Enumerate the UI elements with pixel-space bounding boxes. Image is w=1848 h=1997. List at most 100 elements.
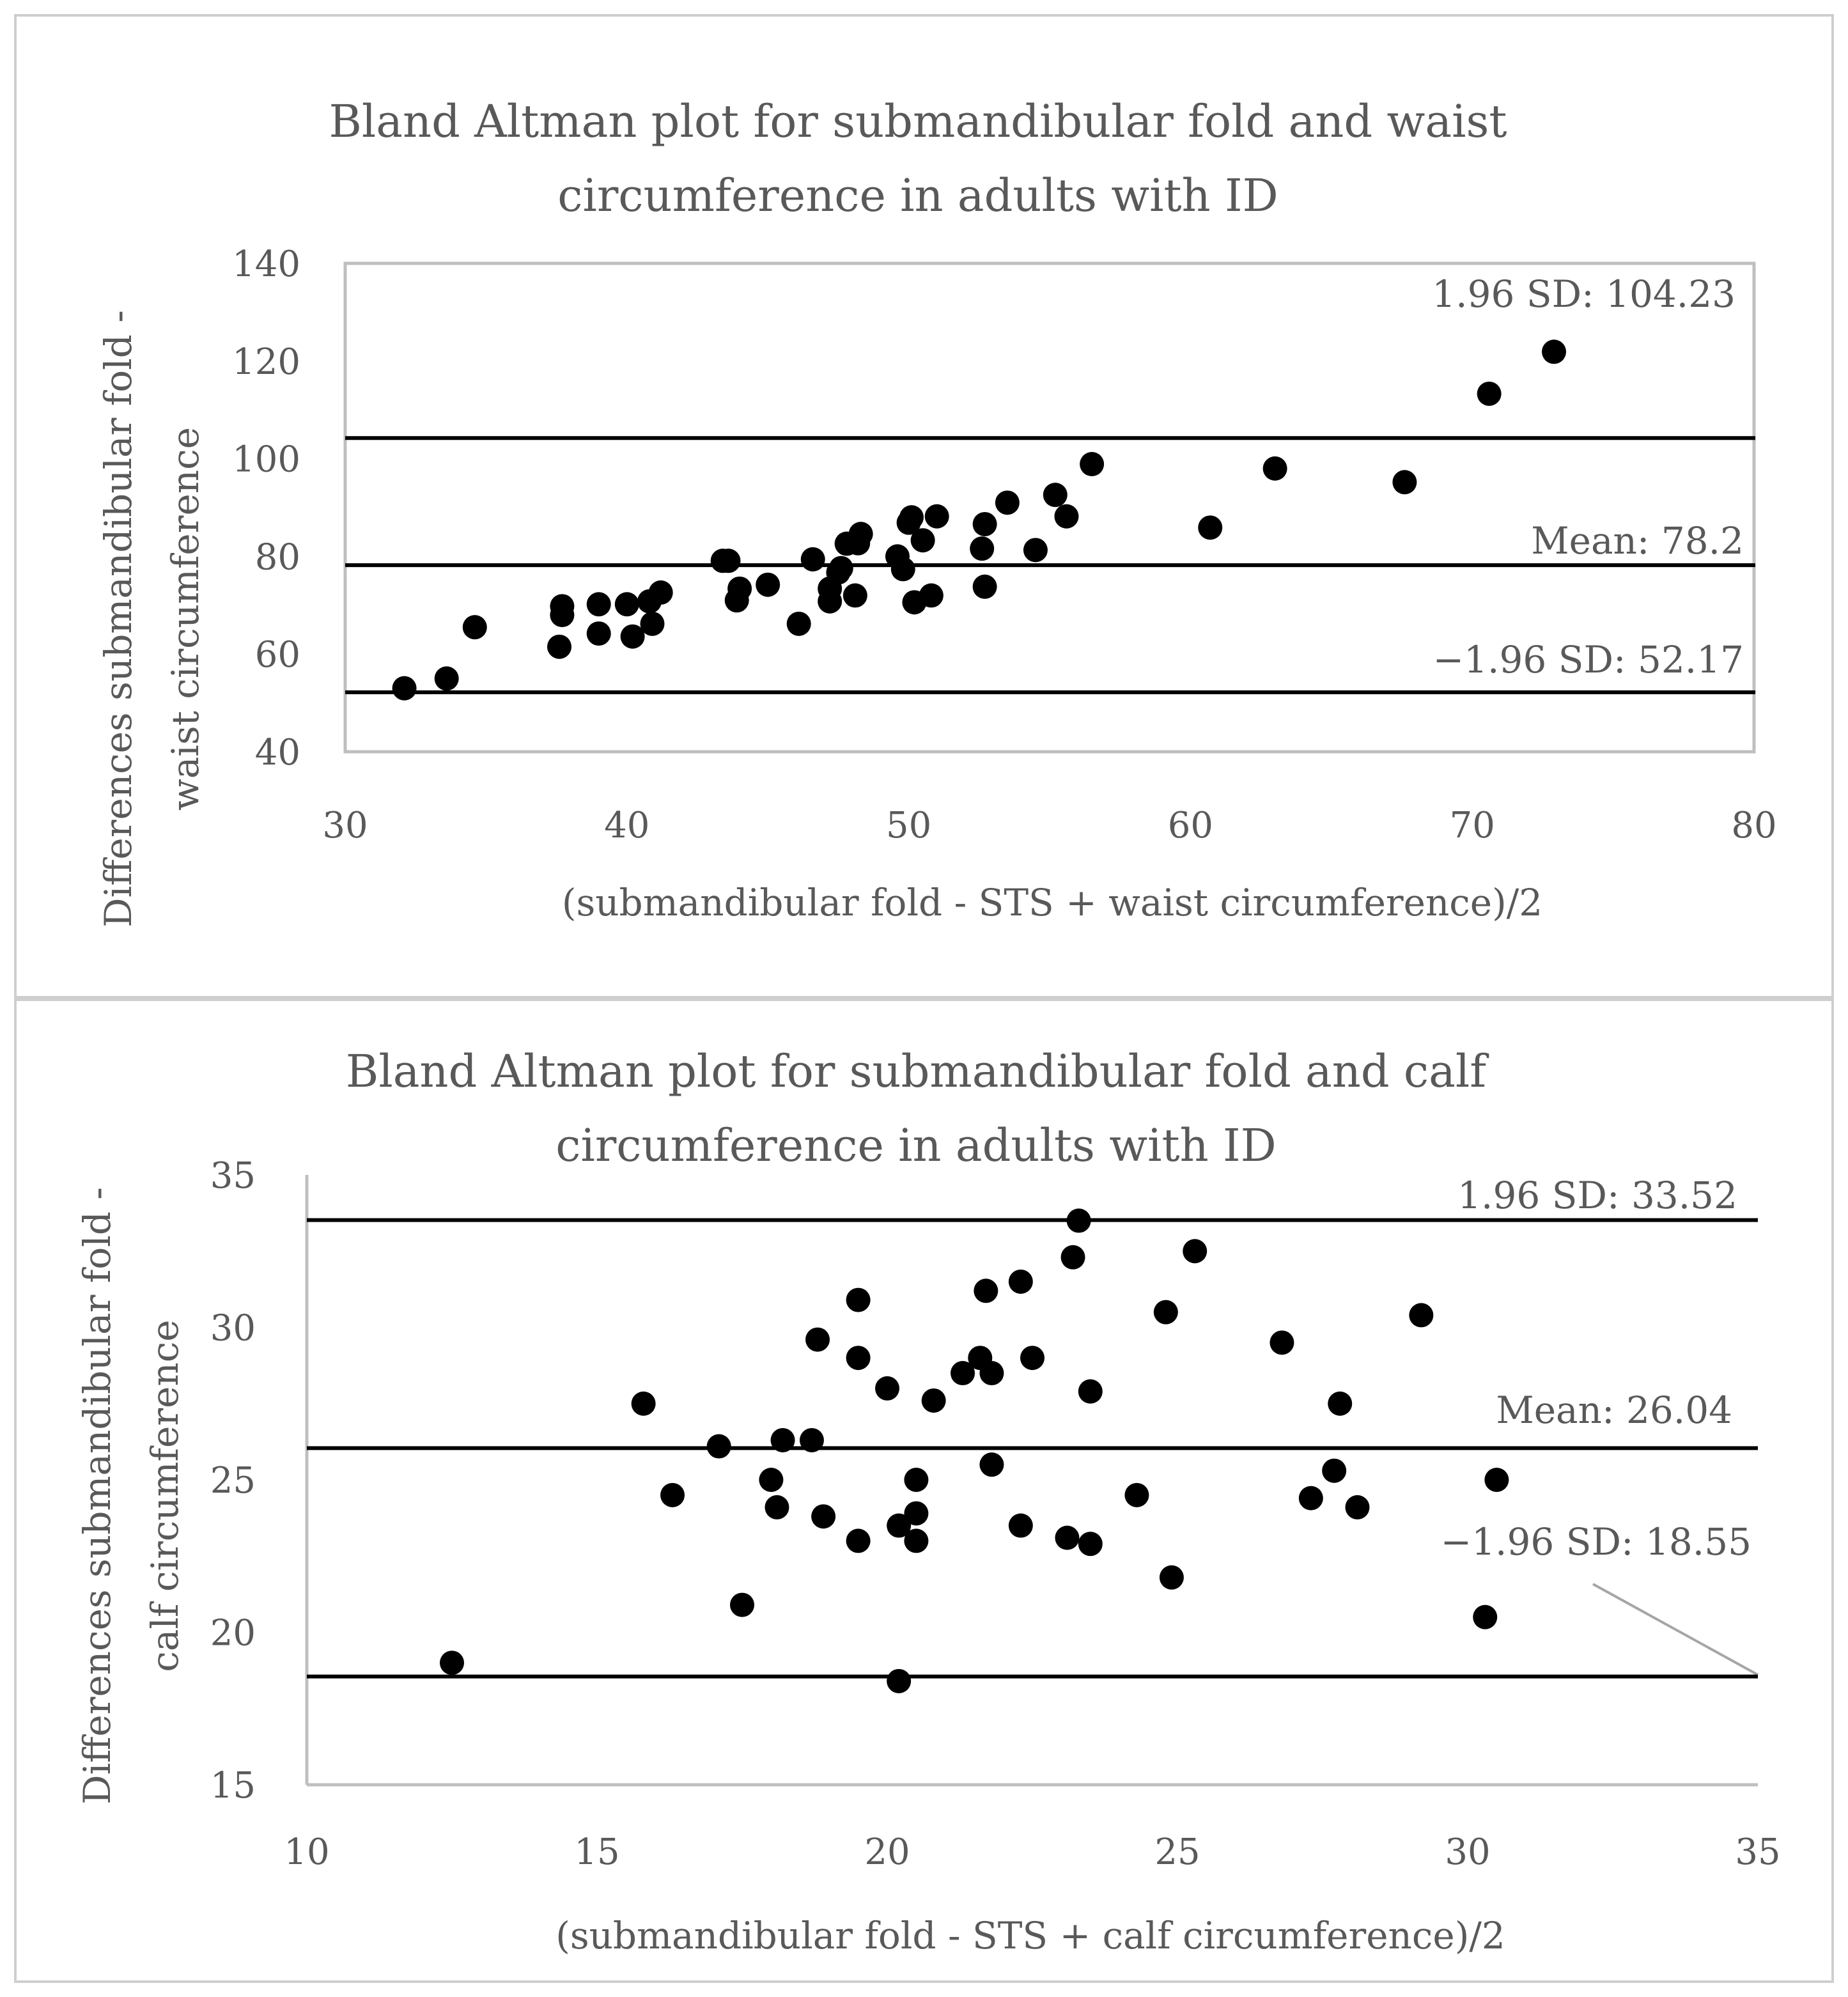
x-tick-label: 60 xyxy=(1168,805,1213,846)
data-point xyxy=(462,615,487,640)
data-point xyxy=(1409,1303,1434,1328)
data-point xyxy=(924,504,949,529)
data-point xyxy=(972,574,997,599)
plot-area-frame xyxy=(343,261,1756,754)
data-point xyxy=(770,1427,795,1452)
chart-title-line-1: Bland Altman plot for submandibular fold… xyxy=(346,1045,1489,1098)
data-point xyxy=(1078,1532,1103,1557)
lower-limit-label-leader xyxy=(1592,1583,1759,1676)
data-point xyxy=(1477,381,1502,406)
data-point xyxy=(1392,470,1417,495)
data-point xyxy=(786,611,811,636)
data-point xyxy=(846,1346,871,1371)
y-tick-label: 20 xyxy=(210,1613,256,1654)
data-point xyxy=(1262,456,1287,481)
y-axis-title-line-2: calf circumference xyxy=(143,1319,187,1672)
data-point xyxy=(875,1376,899,1401)
data-point xyxy=(1473,1605,1498,1629)
x-tick-label: 80 xyxy=(1731,805,1776,846)
data-point xyxy=(811,1504,836,1529)
data-point xyxy=(1345,1495,1370,1519)
data-point xyxy=(1270,1330,1294,1355)
data-point xyxy=(910,528,935,553)
chart-title-line-2: circumference in adults with ID xyxy=(557,169,1278,222)
y-axis-title-line-1: Differences submandibular fold - xyxy=(97,310,140,928)
data-point xyxy=(586,621,611,646)
y-tick-label: 30 xyxy=(210,1308,256,1349)
data-point xyxy=(631,1391,656,1416)
data-point xyxy=(842,583,867,608)
data-point xyxy=(1159,1565,1184,1590)
data-point xyxy=(1322,1458,1347,1483)
data-point xyxy=(1008,1269,1033,1294)
data-point xyxy=(899,505,924,530)
x-tick-label: 35 xyxy=(1735,1831,1780,1873)
data-point xyxy=(1078,1379,1103,1404)
lower-limit-label: −1.96 SD: 18.55 xyxy=(1441,1520,1751,1564)
data-point xyxy=(1328,1391,1353,1416)
data-point xyxy=(846,1287,871,1312)
data-point xyxy=(887,1668,912,1693)
chart-panel-calf xyxy=(14,998,1834,1983)
data-point xyxy=(887,1513,912,1538)
x-tick-label: 50 xyxy=(886,805,931,846)
y-tick-label: 120 xyxy=(232,341,300,383)
y-tick-label: 80 xyxy=(255,536,300,578)
x-tick-label: 25 xyxy=(1154,1831,1200,1873)
data-point xyxy=(440,1651,464,1675)
data-point xyxy=(620,624,645,649)
data-point xyxy=(1198,515,1223,540)
data-point xyxy=(890,557,915,582)
data-point xyxy=(1080,452,1105,477)
data-point xyxy=(550,594,575,619)
data-point xyxy=(614,592,639,617)
x-tick-label: 15 xyxy=(574,1831,619,1873)
data-point xyxy=(995,490,1020,515)
chart-title-line-1: Bland Altman plot for submandibular fold… xyxy=(329,95,1507,148)
data-point xyxy=(800,547,825,571)
x-tick-label: 40 xyxy=(604,805,649,846)
data-point xyxy=(434,666,459,691)
data-point xyxy=(1054,504,1079,529)
data-point xyxy=(648,580,673,605)
data-point xyxy=(970,536,995,561)
data-point xyxy=(805,1327,830,1352)
mean-label: Mean: 78.2 xyxy=(1531,519,1744,563)
data-point xyxy=(799,1427,824,1452)
data-point xyxy=(640,611,665,636)
data-point xyxy=(904,1528,929,1553)
data-point xyxy=(1298,1486,1323,1511)
data-point xyxy=(1020,1346,1044,1371)
data-point xyxy=(706,1434,731,1459)
chart-title-line-2: circumference in adults with ID xyxy=(555,1119,1277,1172)
upper-limit-label: 1.96 SD: 104.23 xyxy=(1432,272,1735,316)
x-tick-label: 30 xyxy=(1445,1831,1490,1873)
data-point xyxy=(716,548,741,573)
data-point xyxy=(1060,1245,1085,1270)
x-tick-label: 20 xyxy=(864,1831,910,1873)
y-tick-label: 100 xyxy=(232,439,300,481)
data-point xyxy=(979,1452,1004,1477)
lower-limit-label: −1.96 SD: 52.17 xyxy=(1433,638,1744,681)
data-point xyxy=(727,576,752,601)
y-tick-label: 140 xyxy=(232,244,300,285)
data-point xyxy=(921,1388,946,1413)
upper-limit-label: 1.96 SD: 33.52 xyxy=(1457,1174,1737,1217)
data-point xyxy=(1008,1513,1033,1538)
data-point xyxy=(979,1361,1004,1386)
y-axis-title-line-2: waist circumference xyxy=(164,427,207,811)
data-point xyxy=(951,1361,975,1386)
data-point xyxy=(848,522,873,547)
data-point xyxy=(1542,339,1567,364)
chart-calf: Bland Altman plot for submandibular fold… xyxy=(75,1045,1781,1957)
data-point xyxy=(547,634,572,659)
data-point xyxy=(1484,1468,1509,1492)
x-tick-label: 30 xyxy=(322,805,368,846)
data-point xyxy=(1183,1239,1207,1264)
x-tick-label: 10 xyxy=(284,1831,329,1873)
y-tick-label: 35 xyxy=(210,1155,256,1197)
data-point xyxy=(730,1592,754,1617)
data-point xyxy=(765,1495,789,1519)
data-point xyxy=(904,1501,929,1526)
